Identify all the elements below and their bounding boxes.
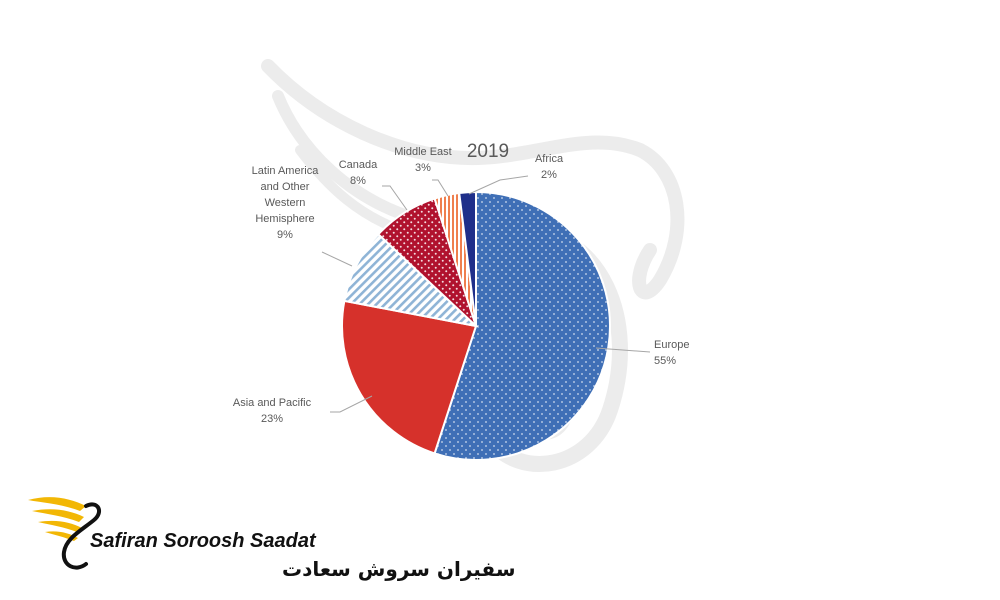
data-label: Africa 2% [535,153,564,181]
data-label: Middle East 3% [394,146,451,174]
data-label-name: Western [265,197,306,209]
data-label-name: Africa [535,153,564,165]
leader-line [330,395,373,413]
chart-title: 2019 [467,141,509,162]
brand-name-en: Safiran Soroosh Saadat [90,530,317,552]
data-label: Latin America and Other Western Hemisphere 9… [252,165,320,241]
pie-slice-europe [433,190,611,461]
wing-logo-icon [28,497,102,570]
data-label-value: 23% [261,413,283,425]
data-labels: Europe 55% Asia and Pacific 23% Latin Americ… [233,146,690,425]
data-label-value: 8% [350,175,366,187]
data-label: Canada 8% [339,159,378,187]
data-label: Europe 55% [654,339,689,367]
leader-line [595,347,651,353]
pie-slice-asia-and-pacific [341,299,478,455]
data-label-value: 55% [654,355,676,367]
data-label-value: 3% [415,162,431,174]
data-label-name: Hemisphere [255,213,314,225]
data-label: Asia and Pacific 23% [233,397,312,425]
data-label-name: Middle East [394,146,451,158]
leader-line [382,185,408,211]
data-label-name: Latin America [252,165,320,177]
leader-lines [321,175,651,413]
leader-line [432,179,449,197]
data-label-name: Europe [654,339,689,351]
brand-name-fa: سفیران سروش سعادت [282,557,516,581]
pie-slice-africa [458,190,477,327]
data-label-value: 9% [277,229,293,241]
data-label-name: Canada [339,159,378,171]
pie-chart [341,190,611,461]
leader-line [321,251,353,267]
leader-line [468,175,529,195]
data-label-value: 2% [541,169,557,181]
data-label-name: and Other [261,181,310,193]
data-label-name: Asia and Pacific [233,397,312,409]
